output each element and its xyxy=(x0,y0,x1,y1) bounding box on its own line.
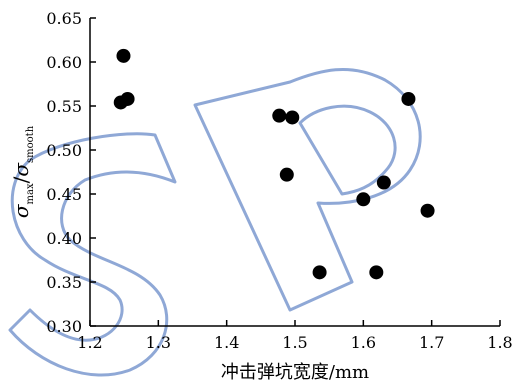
y-tick-label: 0.40 xyxy=(46,229,82,248)
scatter-point xyxy=(356,192,371,207)
y-tick-label: 0.55 xyxy=(46,97,82,116)
x-tick-label: 1.6 xyxy=(351,333,376,352)
scatter-point xyxy=(113,95,128,110)
scatter-point xyxy=(312,265,327,280)
x-tick-label: 1.7 xyxy=(419,333,444,352)
sp-watermark xyxy=(8,68,422,377)
y-tick-label: 0.35 xyxy=(46,273,82,292)
scatter-point xyxy=(272,108,287,123)
x-tick-label: 1.8 xyxy=(487,333,512,352)
axes xyxy=(89,18,500,327)
y-title-sub-max: max xyxy=(25,183,36,204)
y-tick-label: 0.30 xyxy=(46,317,82,336)
scatter-point xyxy=(376,175,391,190)
y-tick-label: 0.65 xyxy=(46,9,82,28)
x-tick-label: 1.5 xyxy=(282,333,307,352)
watermark-letter-s xyxy=(8,132,177,377)
x-tick-label: 1.2 xyxy=(77,333,102,352)
scatter-point xyxy=(116,48,131,63)
x-axis-title: 冲击弹坑宽度/mm xyxy=(221,362,369,383)
x-tick-label: 1.4 xyxy=(214,333,239,352)
y-axis-title: σmax/σsmooth xyxy=(9,125,36,218)
y-title-sigma-2: σ xyxy=(9,162,33,177)
data-points xyxy=(113,48,435,280)
y-title-sigma-1: σ xyxy=(9,203,33,218)
watermark-letter-p xyxy=(193,68,422,312)
scatter-point xyxy=(420,203,435,218)
scatter-point xyxy=(401,91,416,106)
scatter-point xyxy=(279,167,294,182)
x-tick-label: 1.3 xyxy=(146,333,171,352)
y-title-slash: / xyxy=(9,176,33,183)
y-axis-ticks: 0.30 0.35 0.40 0.45 0.50 0.55 0.60 0.65 xyxy=(46,9,96,336)
y-tick-label: 0.45 xyxy=(46,185,82,204)
y-tick-label: 0.50 xyxy=(46,141,82,160)
scatter-point xyxy=(369,265,384,280)
x-axis-ticks: 1.2 1.3 1.4 1.5 1.6 1.7 1.8 xyxy=(77,320,513,352)
scatter-point xyxy=(285,110,300,125)
y-tick-label: 0.60 xyxy=(46,53,82,72)
y-title-sub-smooth: smooth xyxy=(25,125,36,163)
